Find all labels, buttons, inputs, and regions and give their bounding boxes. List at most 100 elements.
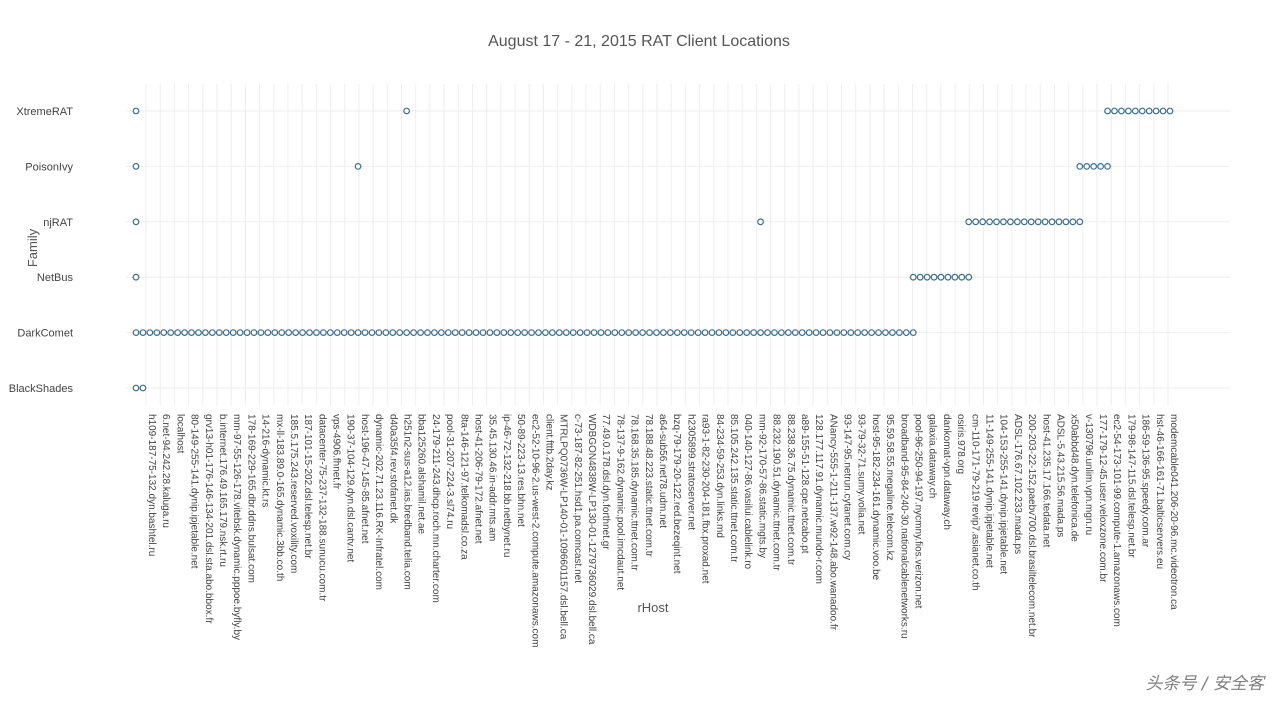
data-point-darkcomet [396,329,404,337]
x-tick-label: x50abbd48.dyn.telefonica.de [1069,414,1080,542]
data-point-darkcomet [611,329,619,337]
data-point-darkcomet [271,329,279,337]
data-point-poisonivy [354,162,362,170]
data-point-darkcomet [410,329,417,337]
data-point-darkcomet [437,329,445,337]
x-tick-label: host-95-182-234-161.dynamic.voo.be [870,414,881,581]
x-tick-label: 14-216-dynamic.kt.rs [260,414,271,507]
data-point-njrat [757,218,764,226]
x-tick-labels: h109-187-75-132.dyn.bashtel.ru 6.net-94.2… [146,414,1179,647]
data-point-darkcomet [313,329,320,337]
data-point-darkcomet [195,329,202,337]
x-tick-label: 78-137-9-162.dynamic.pool.imcdaut.net [614,414,625,590]
x-tick-label: 88.232.190.51.dynamic.ttnet.com.tr [771,414,782,571]
data-point-xtremerat [1131,107,1139,115]
data-point-darkcomet [278,329,286,337]
x-tick-label: pool-96-250-94-197.nycmny.fios.verizon.n… [913,414,924,609]
data-point-darkcomet [562,329,570,337]
data-point-njrat [1062,218,1070,226]
data-point-njrat [1027,218,1035,226]
x-tick-label: host-41-206-79-172.afnet.net [472,414,483,544]
data-point-darkcomet [507,329,515,337]
data-point-darkcomet [160,329,168,337]
data-point-darkcomet [548,329,556,337]
data-point-darkcomet [361,329,369,337]
data-point-darkcomet [535,329,542,337]
x-tick-label: 178-169-229-165.dbr.ddns.bulsat.com [245,414,256,583]
data-point-darkcomet [660,329,667,337]
data-point-darkcomet [729,329,737,337]
data-point-darkcomet [555,329,563,337]
x-tick-label: 8ta-146-121-97.telkomadsl.co.za [458,414,469,560]
data-point-darkcomet [486,329,494,337]
data-point-darkcomet [833,329,841,337]
x-tick-label: bzq-79-179-20-122.red.bezeqint.net [671,414,682,574]
x-tick-label: ADSL-5.43.215.56.mada.ps [1054,414,1065,537]
y-tick-label: DarkComet [17,328,73,340]
x-tick-label: 190-37-104-129.dyn.dsl.cantv.net [345,414,356,562]
data-points [132,107,1174,392]
x-tick-label: 179-98-147-115.dsl.telesp.net.br [1125,414,1136,558]
data-point-darkcomet [777,329,785,337]
data-point-darkcomet [250,329,258,337]
data-point-darkcomet [389,329,397,337]
x-tick-label: 95.59.58.55.megaline.telecom.kz [884,414,895,561]
x-tick-label: hst-46-166-161-71.balticservers.eu [1154,414,1165,569]
x-tick-label: 77.49.0.178.dsl.dyn.forthnet.gr [600,414,611,550]
x-tick-label: 185.5.175.243.reserved.voxility.com [288,414,299,573]
data-point-darkcomet [451,329,459,337]
watermark-text: 头条号 / 安全客 [1145,674,1264,694]
x-tick-label: osiris.978.org [955,414,966,474]
data-point-njrat [1034,218,1042,226]
data-point-darkcomet [861,329,869,337]
x-tick-label: 85.105.242.135.static.ttnet.com.tr [728,414,739,563]
data-point-darkcomet [597,329,605,337]
data-point-poisonivy [1104,162,1111,170]
data-point-darkcomet [875,329,882,337]
data-point-darkcomet [354,329,362,337]
x-tick-label: h109-187-75-132.dyn.bashtel.ru [146,414,157,556]
x-tick-label: 84-234-59-253.dyn.links.md [714,414,725,538]
data-point-darkcomet [736,329,744,337]
data-point-poisonivy [132,162,140,170]
data-point-darkcomet [895,329,903,337]
x-tick-label: 80-149-255-141.dynip.ipjetable.net [189,414,200,569]
data-point-darkcomet [153,329,161,337]
data-point-darkcomet [812,329,820,337]
data-point-darkcomet [444,329,452,337]
x-tick-label: dankomat-vpn.dataway.ch [941,414,952,530]
data-point-darkcomet [340,329,348,337]
x-tick-label: 187-101-15-202.dsl.telesp.net.br [302,414,313,559]
x-tick-label: host-41.235.17.166.tedata.net [1040,414,1051,548]
x-tick-label: 24-179-211-243.dhcp.roch.mn.charter.com [430,414,441,603]
data-point-darkcomet [909,329,917,337]
data-point-netbus [937,273,945,281]
data-point-darkcomet [188,329,195,337]
x-tick-label: mm-97-55-126-178.vitebsk.dynamic.pppoe.b… [231,414,242,640]
x-tick-label: v-130796.unlim.vpn.mgn.ru [1083,414,1094,535]
data-point-darkcomet [840,329,848,337]
data-point-darkcomet [639,329,646,337]
data-point-darkcomet [708,329,716,337]
data-point-darkcomet [514,329,522,337]
data-point-darkcomet [139,329,147,337]
data-point-darkcomet [326,329,334,337]
y-tick-label: njRAT [43,217,73,229]
data-point-darkcomet [583,329,591,337]
data-point-darkcomet [375,329,383,337]
data-point-darkcomet [542,329,549,337]
data-point-poisonivy [1090,162,1098,170]
data-point-darkcomet [618,329,626,337]
x-tick-label: h2305899.stratoserver.net [685,414,696,530]
data-point-xtremerat [1145,107,1153,115]
x-tick-label: ip-46-72-132-218.bb.netbynet.ru [501,414,512,557]
x-tick-label: 186-59-136-95.speedy.com.ar [1140,414,1151,548]
x-tick-label: mx-ll-183.89.0-165.dynamic.3bb.co.th [274,414,285,581]
data-point-njrat [1048,218,1056,226]
x-tick-label: modemcable041.206-20-96.mc.videotron.ca [1168,414,1179,610]
data-point-njrat [986,218,993,226]
data-point-darkcomet [569,329,577,337]
data-point-xtremerat [1104,107,1111,115]
data-point-darkcomet [319,329,327,337]
x-tick-label: vps-4906.fhnet.fr [331,414,342,490]
